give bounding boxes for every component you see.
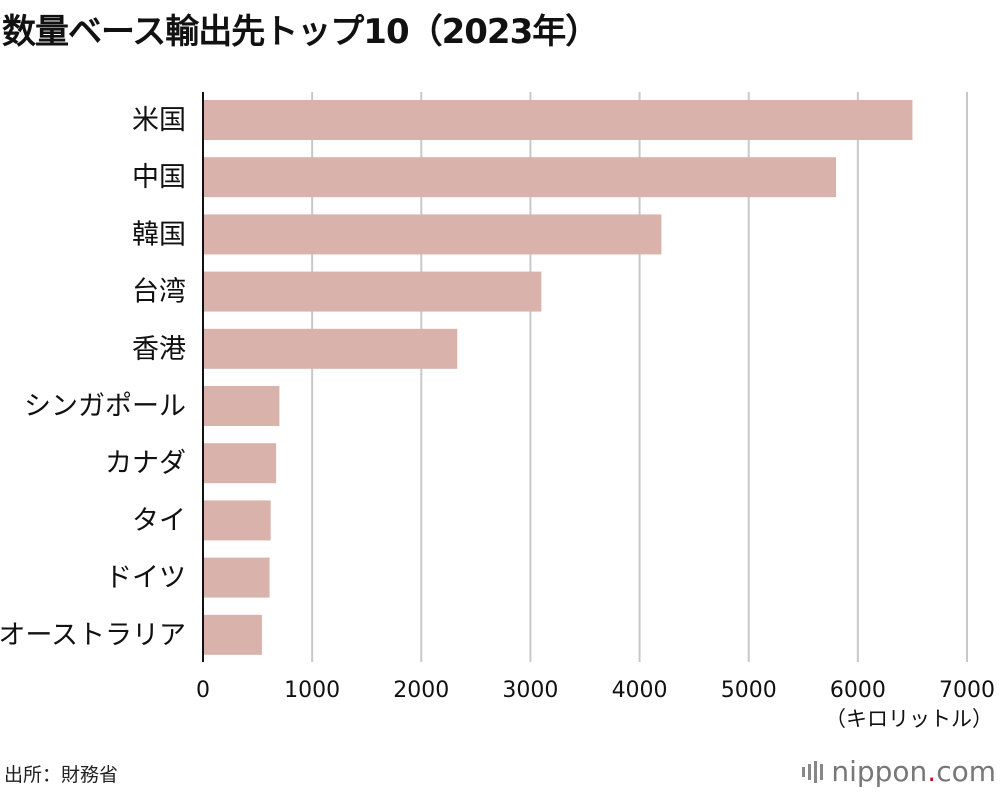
category-label: 米国 <box>132 105 186 136</box>
logo-tld: com <box>936 755 996 788</box>
bars <box>203 100 913 655</box>
bar <box>203 443 277 484</box>
x-axis-unit: （キロリットル） <box>825 707 993 731</box>
category-label: 中国 <box>132 162 186 193</box>
x-tick-label: 7000 <box>939 678 995 703</box>
category-label: 香港 <box>132 334 186 365</box>
bar <box>203 157 837 198</box>
source-note: 出所：財務省 <box>4 764 119 786</box>
x-tick-label: 6000 <box>830 678 886 703</box>
x-tick-label: 3000 <box>502 678 558 703</box>
category-label: 台湾 <box>132 277 186 308</box>
bar <box>203 100 913 140</box>
bar <box>203 271 542 312</box>
x-tick-label: 4000 <box>612 678 668 703</box>
logo-name: nippon <box>831 755 928 788</box>
nippon-logo[interactable]: nippon. com <box>802 755 996 788</box>
logo-bars-icon <box>802 760 824 783</box>
category-label: オーストラリア <box>0 620 186 651</box>
x-tick-label: 0 <box>196 678 210 703</box>
bar <box>203 328 458 369</box>
logo-dot: . <box>927 755 937 788</box>
x-tick-labels: 0 1000 2000 3000 4000 5000 6000 7000 <box>196 678 995 703</box>
category-label: シンガポール <box>24 391 186 422</box>
chart-title: 数量ベース輸出先トップ10（2023年） <box>2 12 599 52</box>
category-label: ドイツ <box>105 563 186 594</box>
bar <box>203 214 662 255</box>
x-tick-label: 1000 <box>284 678 340 703</box>
bar <box>203 557 270 598</box>
bar <box>203 386 280 426</box>
x-tick-label: 5000 <box>721 678 777 703</box>
category-label: カナダ <box>105 448 186 479</box>
bar <box>203 614 262 655</box>
category-label: タイ <box>132 505 186 536</box>
x-tick-label: 2000 <box>393 678 449 703</box>
category-label: 韓国 <box>132 219 186 250</box>
bar <box>203 500 271 541</box>
